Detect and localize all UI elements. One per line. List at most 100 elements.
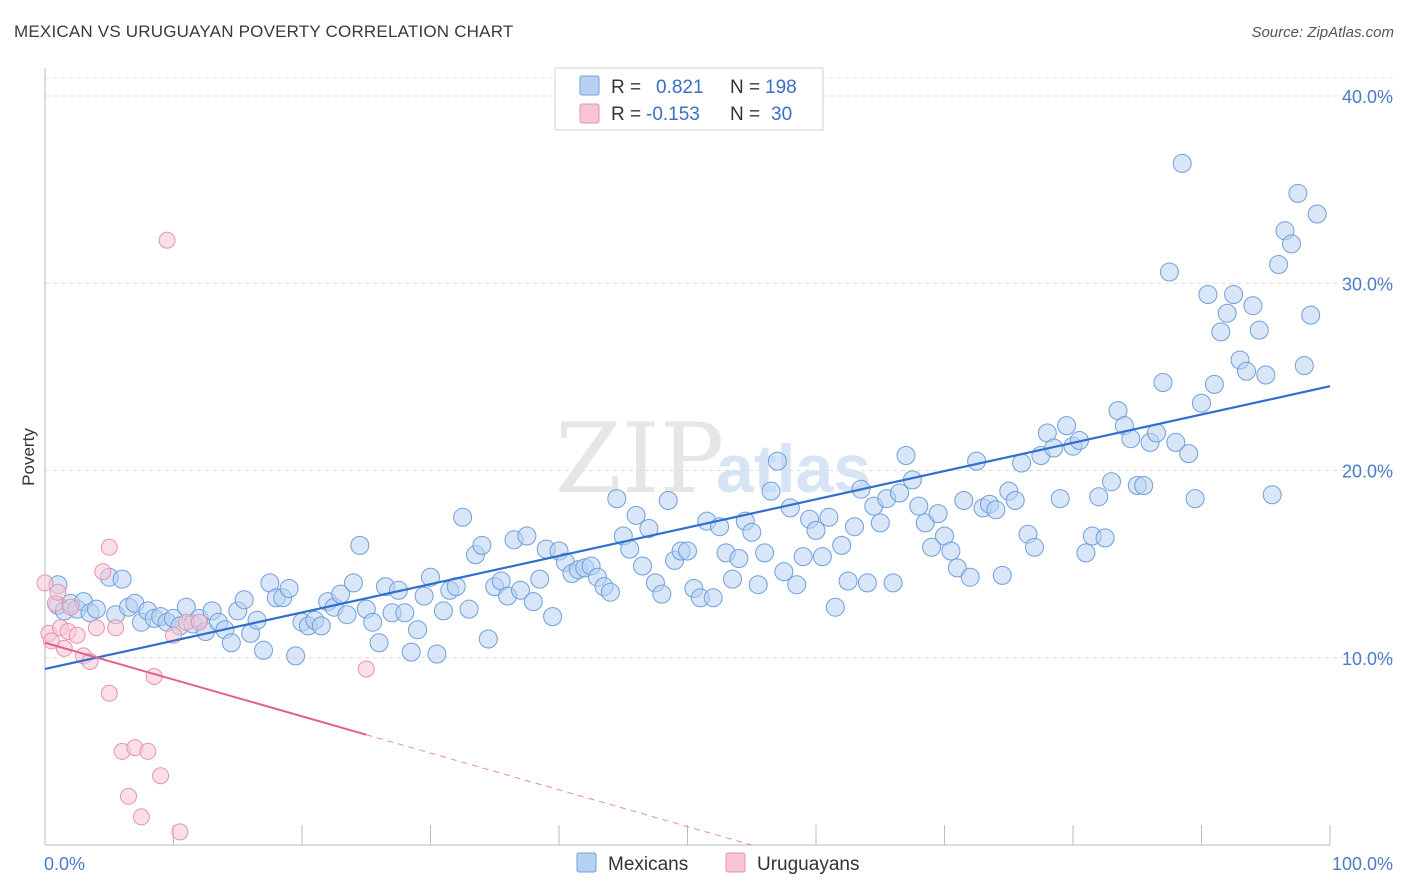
y-tick-label-2: 30.0% (1342, 274, 1393, 294)
mexicans-point-136 (922, 537, 942, 557)
mexicans-point-108 (742, 522, 762, 542)
mexicans-point-183 (1224, 285, 1244, 304)
legend-r-value-2: -0.153 (646, 104, 700, 125)
mexicans-point-140 (947, 558, 967, 578)
legend-box: R = 0.821 N = 198 R = -0.153 N = 30 (554, 67, 824, 131)
mexicans-point-77 (543, 607, 563, 627)
mexicans-point-73 (517, 526, 537, 546)
x-tick-label-0: 0.0% (44, 854, 85, 874)
mexicans-point-147 (992, 565, 1012, 585)
mexicans-point-169 (1134, 476, 1154, 495)
uruguayans-trend-extension (366, 734, 752, 846)
legend-n-label-1: N = (730, 77, 760, 98)
uruguayans-point-0 (36, 574, 54, 592)
mexicans-point-27 (221, 633, 241, 653)
mexicans-point-109 (748, 575, 768, 595)
mexicans-point-124 (845, 517, 864, 537)
uruguayans-points (36, 231, 375, 841)
mexicans-point-195 (1301, 305, 1321, 325)
mexicans-point-115 (787, 575, 807, 595)
mexicans-point-87 (607, 489, 627, 509)
mexicans-point-60 (433, 601, 453, 621)
x-tick-labels: 0.0% 100.0% (44, 854, 1393, 874)
mexicans-point-187 (1249, 320, 1269, 340)
mexicans-point-179 (1198, 285, 1218, 304)
uruguayans-point-15 (100, 684, 118, 702)
mexicans-point-106 (729, 549, 749, 568)
mexicans-point-193 (1288, 183, 1308, 203)
mexicans-point-190 (1269, 255, 1289, 274)
y-tick-labels: 10.0% 20.0% 30.0% 40.0% (1342, 87, 1393, 669)
mexicans-point-46 (343, 573, 363, 593)
uruguayans-point-16 (107, 619, 125, 637)
y-tick-label-0: 10.0% (1342, 649, 1393, 669)
mexicans-point-98 (678, 541, 697, 561)
mexicans-point-90 (626, 505, 646, 525)
chart-title: MEXICAN VS URUGUAYAN POVERTY CORRELATION… (14, 22, 514, 41)
mexicans-point-135 (915, 513, 935, 533)
mexicans-point-164 (1102, 472, 1121, 492)
mexicans-point-86 (600, 582, 620, 602)
mexicans-point-142 (960, 567, 980, 587)
mexicans-point-137 (928, 504, 948, 524)
mexicans-point-45 (337, 605, 357, 625)
mexicans-point-181 (1211, 322, 1231, 342)
mexicans-point-173 (1159, 262, 1179, 282)
mexicans-point-32 (254, 640, 273, 660)
legend-n-label-2: N = (730, 104, 760, 125)
mexicans-point-105 (723, 569, 742, 589)
mexicans-point-163 (1095, 528, 1115, 548)
mexicans-point-116 (793, 547, 813, 567)
bottom-legend-mexicans: Mexicans (608, 854, 688, 875)
legend-r-label-2: R = (611, 104, 641, 125)
mexicans-point-160 (1076, 543, 1096, 563)
mexicans-point-57 (414, 586, 434, 606)
mexicans-point-182 (1217, 303, 1237, 323)
uruguayans-point-20 (132, 808, 150, 826)
mexicans-point-59 (427, 644, 447, 664)
uruguayans-point-21 (139, 742, 157, 760)
mexicans-point-47 (350, 535, 370, 555)
mexicans-point-172 (1153, 373, 1173, 392)
mexicans-point-121 (825, 597, 845, 617)
mexicans-point-58 (421, 567, 440, 587)
legend-n-value-2: 30 (771, 104, 792, 125)
mexicans-point-63 (453, 507, 473, 527)
mexicans-point-72 (511, 580, 530, 600)
mexicans-point-134 (909, 496, 929, 516)
mexicans-point-74 (523, 592, 543, 612)
mexicans-point-188 (1256, 365, 1276, 385)
mexicans-point-162 (1089, 487, 1109, 507)
legend-swatch-mexicans (579, 75, 600, 96)
uruguayans-point-29 (357, 660, 375, 678)
bottom-legend-swatch-mexicans (576, 852, 597, 873)
uruguayans-point-8 (62, 598, 80, 616)
mexicans-point-128 (870, 513, 890, 533)
mexicans-point-139 (941, 541, 961, 561)
mexicans-point-91 (633, 556, 652, 576)
mexicans-point-132 (896, 446, 916, 465)
mexicans-point-67 (478, 629, 498, 649)
mexicans-point-176 (1179, 444, 1199, 464)
uruguayans-point-26 (171, 823, 189, 841)
watermark-zip: ZIP (555, 403, 724, 515)
mexicans-point-120 (819, 507, 839, 527)
bottom-legend-uruguayans: Uruguayans (757, 854, 859, 875)
mexicans-point-178 (1192, 393, 1211, 413)
mexicans-point-131 (890, 483, 909, 503)
legend-r-label-1: R = (611, 77, 641, 98)
mexicans-point-119 (812, 547, 832, 567)
mexicans-point-175 (1172, 153, 1192, 173)
mexicans-point-130 (883, 573, 903, 593)
mexicans-point-55 (401, 642, 421, 662)
mexicans-point-177 (1185, 489, 1205, 509)
mexicans-point-41 (311, 616, 331, 636)
mexicans-point-56 (408, 620, 428, 640)
mexicans-point-112 (767, 451, 787, 471)
bottom-legend-swatch-uruguayans (725, 852, 746, 873)
mexicans-point-113 (774, 562, 794, 582)
uruguayans-point-28 (190, 613, 208, 631)
mexicans-point-189 (1262, 485, 1282, 505)
mexicans-point-143 (967, 451, 987, 471)
